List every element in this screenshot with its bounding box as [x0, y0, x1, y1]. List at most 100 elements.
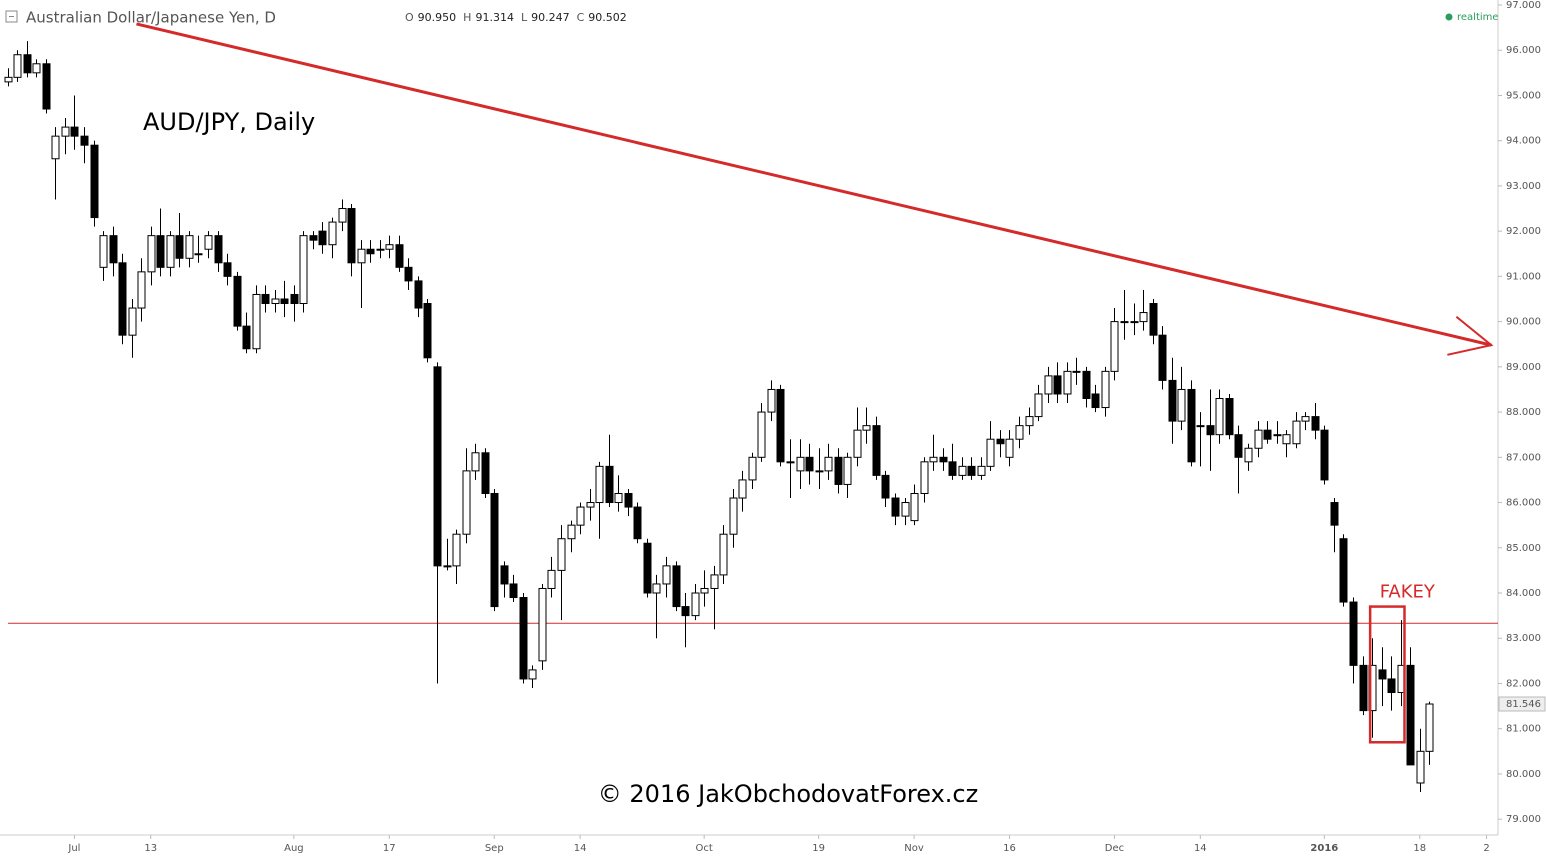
x-tick-label: Sep: [485, 843, 504, 854]
x-tick-label: Aug: [284, 843, 304, 854]
candle-body: [1139, 312, 1148, 323]
candle-body: [385, 244, 394, 250]
x-tick-label: 2016: [1310, 843, 1338, 854]
x-tick-label: 13: [144, 843, 157, 854]
last-price-label: 81.546: [1506, 699, 1541, 710]
x-tick-label: 19: [812, 843, 825, 854]
candle-body: [948, 461, 957, 476]
y-tick-label: 81.000: [1506, 724, 1541, 735]
y-tick-label: 96.000: [1506, 45, 1541, 56]
y-tick-label: 91.000: [1506, 271, 1541, 282]
candle-body: [1330, 502, 1339, 526]
candle-body: [414, 280, 423, 309]
candle-body: [1273, 434, 1282, 437]
candle-body: [175, 235, 184, 259]
candle-body: [776, 388, 785, 463]
candle-body: [214, 235, 223, 264]
candle-body: [223, 262, 232, 277]
fakey-box: [1368, 605, 1406, 744]
candle-body: [271, 298, 280, 305]
candle-body: [1406, 664, 1415, 766]
candle-body: [166, 235, 175, 268]
y-tick-label: 85.000: [1506, 543, 1541, 554]
candle-body: [614, 492, 623, 504]
y-tick-label: 89.000: [1506, 362, 1541, 373]
candle-body: [1263, 429, 1272, 440]
candle-body: [1149, 303, 1158, 336]
candle-body: [357, 248, 366, 264]
candle-body: [194, 253, 203, 256]
candle-body: [691, 592, 700, 617]
candle-body: [1025, 416, 1034, 427]
candle-body: [796, 456, 805, 472]
x-tick-label: Dec: [1105, 843, 1124, 854]
ohlc-value: 90.247: [531, 11, 570, 24]
candle-body: [605, 465, 614, 504]
x-tick-label: 14: [1194, 843, 1207, 854]
candle-body: [567, 524, 576, 540]
candle-body: [261, 293, 270, 305]
candle-body: [1311, 416, 1320, 431]
candle-body: [786, 461, 795, 464]
candle-body: [233, 275, 242, 327]
x-tick-label: 16: [1003, 843, 1016, 854]
candle-body: [1044, 375, 1053, 395]
candle-body: [939, 456, 948, 463]
y-tick-label: 95.000: [1506, 90, 1541, 101]
candle-body: [299, 235, 308, 305]
ohlc-key: C: [577, 11, 585, 24]
candle-body: [710, 574, 719, 589]
candle-body: [1110, 321, 1119, 372]
candle-body: [1082, 370, 1091, 400]
candle-body: [815, 470, 824, 473]
candle-body: [757, 411, 766, 458]
candle-body: [986, 438, 995, 467]
realtime-label: realtime: [1457, 12, 1499, 23]
candle-body: [872, 425, 881, 476]
candle-body: [1254, 429, 1263, 449]
candle-body: [862, 425, 871, 431]
candle-body: [910, 492, 919, 522]
candle-body: [51, 135, 60, 160]
candle-body: [767, 388, 776, 413]
candle-body: [137, 271, 146, 309]
candle-body: [1091, 393, 1100, 409]
candle-body: [652, 583, 661, 594]
realtime-dot: [1445, 13, 1453, 21]
y-tick-label: 86.000: [1506, 498, 1541, 509]
candle-body: [1339, 538, 1348, 603]
candle-body: [547, 569, 556, 589]
candle-body: [1072, 370, 1081, 373]
candle-body: [901, 502, 910, 517]
x-tick-label: 14: [574, 843, 587, 854]
candle-body: [338, 208, 347, 223]
candle-body: [1359, 664, 1368, 712]
candle-body: [586, 502, 595, 508]
candle-body: [738, 479, 747, 499]
candle-body: [185, 235, 194, 259]
y-tick-label: 97.000: [1506, 0, 1541, 11]
candle-body: [920, 461, 929, 494]
candle-body: [423, 303, 432, 359]
trendline: [136, 22, 1492, 347]
candle-body: [1416, 750, 1425, 784]
candle-body: [576, 506, 585, 526]
candle-body: [252, 293, 261, 350]
candle-body: [1168, 379, 1177, 422]
chart-title: Australian Dollar/Japanese Yen, D: [26, 9, 276, 27]
candle-body: [1130, 321, 1139, 324]
ohlc-key: L: [521, 11, 528, 24]
candle-body: [729, 497, 738, 535]
candle-body: [90, 144, 99, 219]
x-tick-label: Jul: [67, 843, 80, 854]
collapse-icon[interactable]: [5, 10, 18, 23]
candle-body: [128, 307, 137, 336]
candle-body: [891, 497, 900, 517]
candle-body: [843, 456, 852, 485]
candle-body: [1034, 393, 1043, 418]
candle-body: [1063, 370, 1072, 395]
candle-body: [1158, 334, 1167, 381]
last-price-tag: [1498, 696, 1546, 712]
candle-body: [147, 235, 156, 273]
